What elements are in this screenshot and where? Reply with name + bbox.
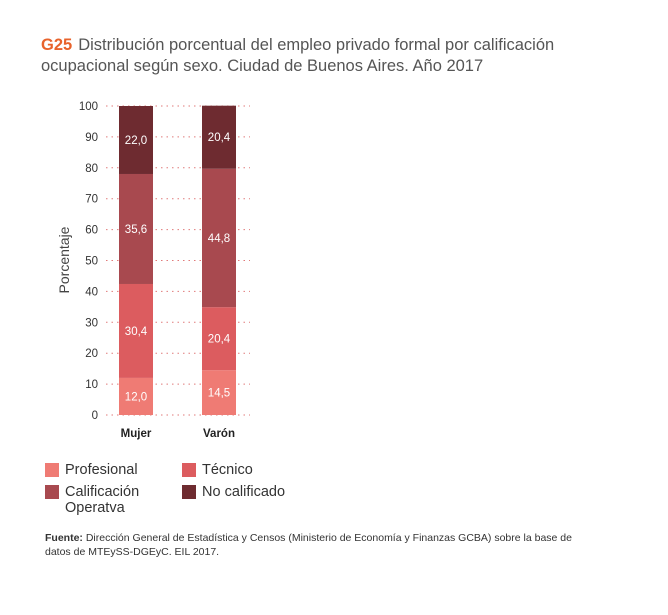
legend-label: Técnico [202,462,253,478]
y-tick-label: 100 [79,101,98,113]
y-tick-label: 30 [85,317,98,329]
legend-label: No calificado [202,484,286,500]
y-tick-label: 40 [85,286,98,298]
source-text: Dirección General de Estadística y Censo… [45,532,572,558]
x-tick-label: Varón [203,428,235,440]
data-label: 35,6 [125,224,147,236]
y-tick-label: 80 [85,163,98,175]
bar-segment [119,173,153,284]
data-label: 14,5 [208,388,230,400]
legend-item-no-calificado: No calificado [182,484,312,500]
chart-title-block: G25 Distribución porcentual del empleo pr… [41,35,641,77]
chart-code: G25 [41,36,73,54]
data-label: 12,0 [125,391,147,403]
legend-swatch [45,463,59,477]
x-tick-label: Mujer [121,428,152,440]
y-axis-ticks: 0 10 20 30 40 50 60 70 80 90 100 [79,101,98,422]
y-tick-label: 50 [85,256,98,268]
data-label: 30,4 [125,326,148,338]
legend-label: Profesional [65,462,138,478]
source-note: Fuente: Dirección General de Estadística… [45,531,585,559]
data-label: 20,4 [208,132,231,144]
legend-swatch [182,485,196,499]
bar-segment [119,377,153,415]
data-label: 44,8 [208,233,230,245]
bar-segment [202,105,236,169]
data-label: 20,4 [208,334,231,346]
bar-segment [119,283,153,378]
legend-swatch [45,485,59,499]
y-tick-label: 20 [85,348,98,360]
legend-item-calificacion-operatva: Calificación Operatva [45,484,175,516]
bar-segment [119,106,153,174]
legend-label: Calificación Operatva [65,484,140,516]
y-tick-label: 70 [85,194,98,206]
legend-swatch [182,463,196,477]
y-axis-label: Porcentaje [56,226,72,293]
legend-item-profesional: Profesional [45,462,175,478]
bar-segment [202,370,236,415]
bar-segment [202,168,236,308]
y-tick-label: 90 [85,132,98,144]
source-label: Fuente: [45,532,83,544]
y-tick-label: 10 [85,379,98,391]
y-tick-label: 0 [92,410,98,422]
data-label: 22,0 [125,135,147,147]
chart-title: Distribución porcentual del empleo priva… [41,36,555,75]
bars: 12,0 30,4 35,6 22,0 14,5 20,4 44,8 20,4 [119,105,236,415]
x-axis-labels: Mujer Varón [121,428,235,440]
legend-item-tecnico: Técnico [182,462,312,478]
y-tick-label: 60 [85,225,98,237]
grid-lines [106,105,250,416]
bar-segment [202,307,236,371]
